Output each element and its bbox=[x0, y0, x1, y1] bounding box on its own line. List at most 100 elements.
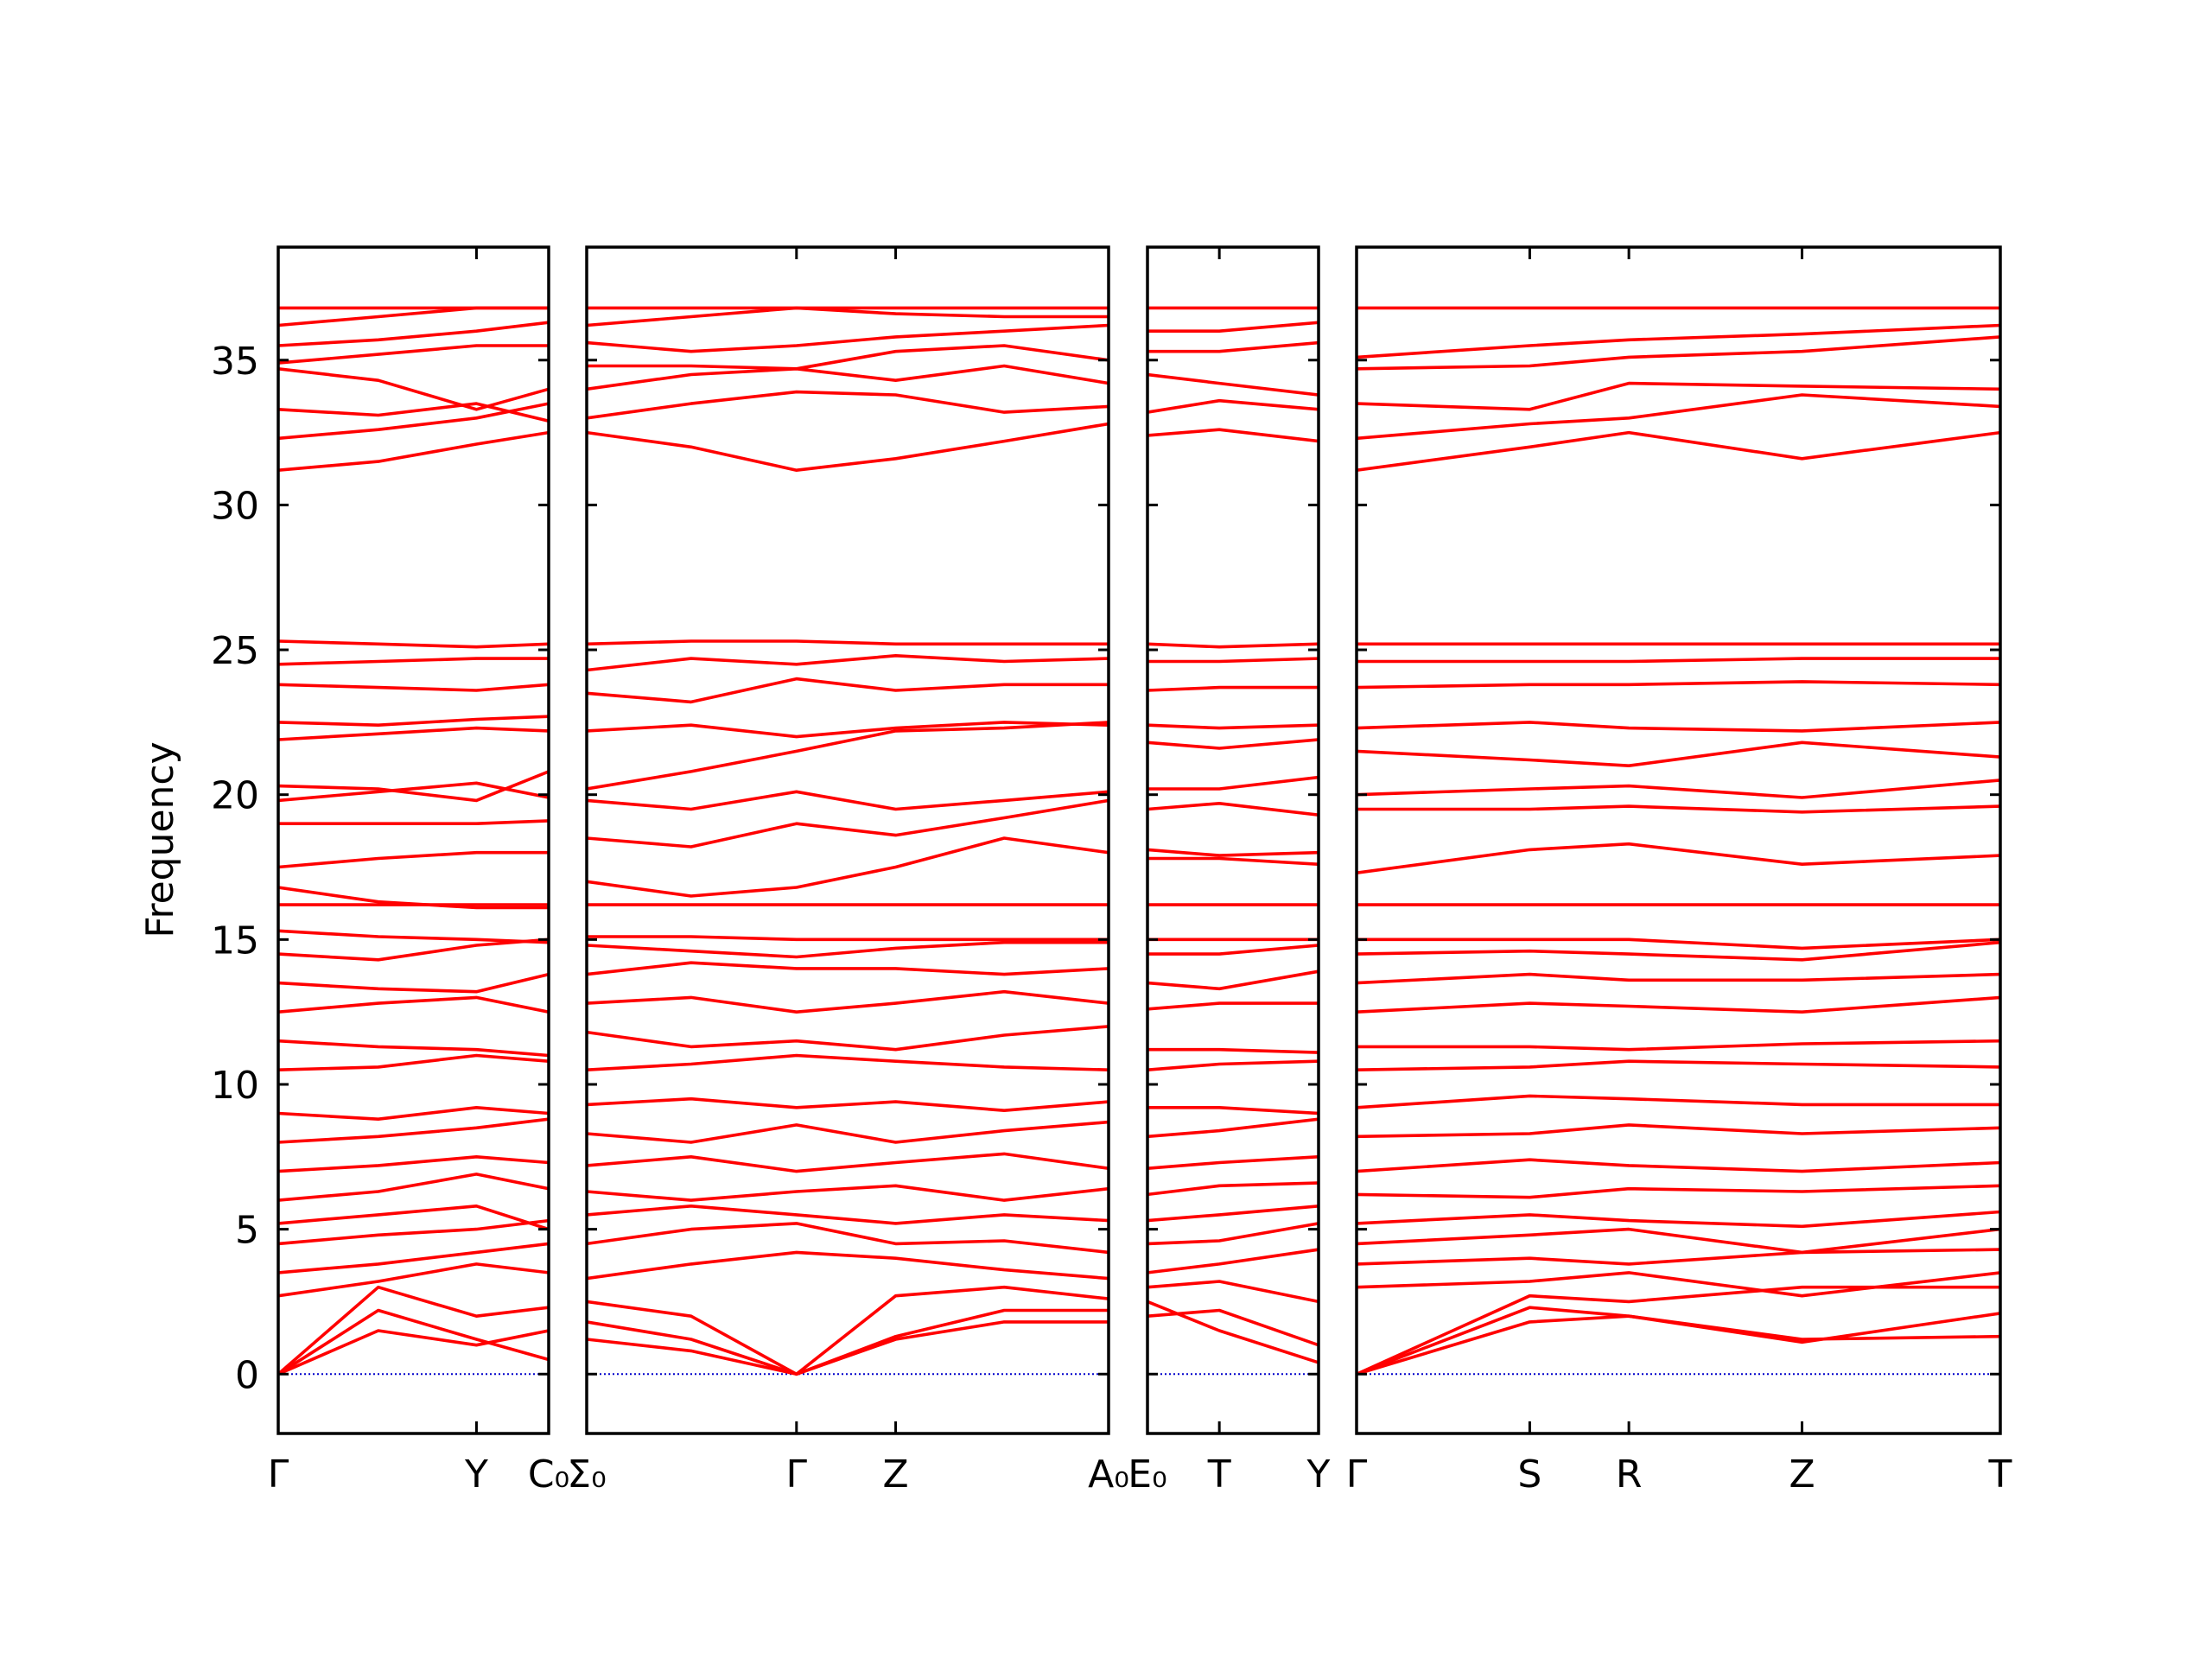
x-tick-label: Γ bbox=[268, 1452, 289, 1497]
band-line bbox=[587, 1096, 1109, 1112]
band-line bbox=[587, 1285, 1109, 1376]
band-line bbox=[1357, 804, 2000, 814]
band-line bbox=[1147, 1205, 1319, 1223]
axes-frame bbox=[1146, 245, 1320, 1435]
band-line bbox=[1357, 1227, 2000, 1255]
band-line bbox=[278, 1262, 549, 1298]
band-line bbox=[1357, 940, 2000, 962]
band-line bbox=[587, 1222, 1109, 1255]
band-line bbox=[587, 1053, 1109, 1071]
band-line bbox=[1147, 1308, 1319, 1347]
band-line bbox=[587, 798, 1109, 849]
band-line bbox=[1147, 1222, 1319, 1246]
band-line bbox=[587, 935, 1109, 942]
y-tick-label: 20 bbox=[211, 774, 259, 818]
axes-frame bbox=[1355, 245, 2002, 1435]
band-line bbox=[587, 344, 1109, 371]
band-line bbox=[1357, 1123, 2000, 1139]
band-line bbox=[1147, 321, 1319, 333]
band-line bbox=[1357, 938, 2000, 950]
x-tick-label: Σ₀ bbox=[567, 1452, 606, 1497]
band-line bbox=[1357, 995, 2000, 1014]
band-line bbox=[1357, 1039, 2000, 1052]
y-tick-label: 5 bbox=[235, 1209, 259, 1253]
band-line bbox=[587, 639, 1109, 646]
band-line bbox=[278, 1242, 549, 1274]
band-line bbox=[1147, 1280, 1319, 1304]
band-line bbox=[278, 683, 549, 692]
x-tick-label: E₀ bbox=[1128, 1452, 1166, 1497]
band-line bbox=[1357, 1248, 2000, 1266]
band-line bbox=[278, 938, 549, 962]
band-line bbox=[278, 995, 549, 1014]
band-line bbox=[1147, 398, 1319, 414]
band-line bbox=[278, 770, 549, 803]
band-line bbox=[1357, 721, 2000, 733]
band-line bbox=[278, 639, 549, 649]
band-line bbox=[278, 1173, 549, 1202]
band-line bbox=[587, 422, 1109, 472]
band-line bbox=[587, 1308, 1109, 1376]
band-line bbox=[587, 989, 1109, 1014]
band-line bbox=[1357, 657, 2000, 664]
band-line bbox=[1147, 1117, 1319, 1139]
band-line bbox=[1147, 642, 1319, 649]
band-line bbox=[587, 654, 1109, 672]
band-line bbox=[587, 390, 1109, 420]
band-line bbox=[587, 677, 1109, 704]
band-line bbox=[1147, 856, 1319, 866]
band-line bbox=[278, 972, 549, 994]
band-line bbox=[1357, 1094, 2000, 1109]
y-tick-label: 0 bbox=[235, 1353, 259, 1397]
band-line bbox=[1357, 430, 2000, 472]
band-line bbox=[587, 1152, 1109, 1173]
y-tick-label: 25 bbox=[211, 629, 259, 673]
axes-frame bbox=[276, 245, 550, 1435]
x-tick-label: Y bbox=[1306, 1452, 1331, 1497]
band-line bbox=[1147, 802, 1319, 817]
band-line bbox=[278, 1308, 549, 1376]
band-line bbox=[278, 781, 549, 803]
band-line bbox=[1357, 1158, 2000, 1173]
x-tick-label: A₀ bbox=[1088, 1452, 1129, 1497]
band-line bbox=[1357, 1285, 2000, 1376]
band-line bbox=[1147, 969, 1319, 991]
band-line bbox=[278, 886, 549, 910]
band-line bbox=[587, 1184, 1109, 1202]
band-line bbox=[278, 344, 549, 365]
band-line bbox=[1147, 775, 1319, 791]
band-line bbox=[1357, 972, 2000, 985]
band-line bbox=[1357, 335, 2000, 371]
band-line bbox=[1357, 1184, 2000, 1199]
band-line bbox=[1357, 680, 2000, 690]
band-line bbox=[1357, 741, 2000, 767]
band-line bbox=[278, 1106, 549, 1121]
x-tick-label: C₀ bbox=[528, 1452, 569, 1497]
band-line bbox=[278, 819, 549, 825]
band-line bbox=[278, 1155, 549, 1173]
band-line bbox=[1147, 685, 1319, 692]
band-line bbox=[1357, 1306, 2000, 1376]
x-tick-label: Γ bbox=[786, 1452, 808, 1497]
band-line bbox=[1147, 1047, 1319, 1054]
band-line bbox=[587, 940, 1109, 959]
x-tick-label: Z bbox=[882, 1452, 908, 1497]
band-line bbox=[278, 402, 549, 441]
band-line bbox=[1147, 428, 1319, 443]
band-line bbox=[278, 1053, 549, 1071]
axes-frame bbox=[585, 245, 1110, 1435]
band-line bbox=[278, 1285, 549, 1376]
band-line bbox=[278, 715, 549, 727]
band-line bbox=[1147, 372, 1319, 397]
x-tick-label: R bbox=[1616, 1452, 1643, 1497]
x-tick-label: Γ bbox=[1346, 1452, 1368, 1497]
band-line bbox=[1147, 1248, 1319, 1274]
x-tick-label: S bbox=[1517, 1452, 1541, 1497]
band-line bbox=[587, 1320, 1109, 1376]
band-line bbox=[278, 850, 549, 869]
band-line bbox=[587, 1120, 1109, 1144]
band-line bbox=[587, 1250, 1109, 1281]
band-line bbox=[1147, 738, 1319, 750]
band-line bbox=[1357, 779, 2000, 799]
